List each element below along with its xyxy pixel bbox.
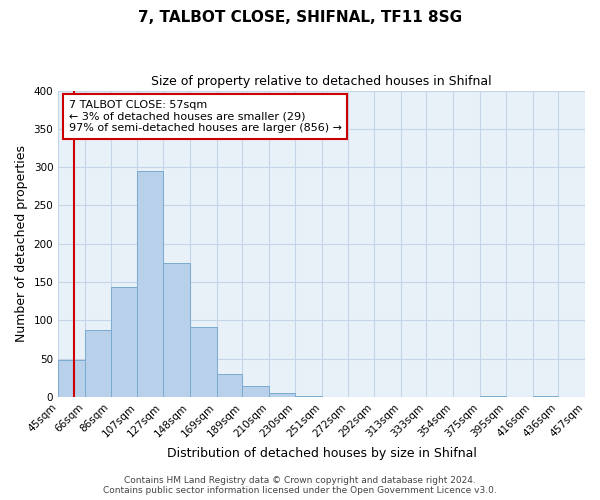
Title: Size of property relative to detached houses in Shifnal: Size of property relative to detached ho… — [151, 75, 492, 88]
Bar — [190, 327, 217, 397]
X-axis label: Distribution of detached houses by size in Shifnal: Distribution of detached houses by size … — [167, 447, 476, 460]
Bar — [480, 396, 506, 397]
Bar — [217, 374, 242, 397]
Text: Contains HM Land Registry data © Crown copyright and database right 2024.
Contai: Contains HM Land Registry data © Crown c… — [103, 476, 497, 495]
Y-axis label: Number of detached properties: Number of detached properties — [15, 146, 28, 342]
Bar — [269, 393, 295, 397]
Bar — [242, 386, 269, 397]
Bar — [58, 360, 85, 397]
Bar — [137, 171, 163, 397]
Text: 7, TALBOT CLOSE, SHIFNAL, TF11 8SG: 7, TALBOT CLOSE, SHIFNAL, TF11 8SG — [138, 10, 462, 25]
Bar — [295, 396, 322, 397]
Bar — [163, 263, 190, 397]
Bar — [533, 396, 558, 397]
Bar — [110, 286, 137, 397]
Bar — [85, 330, 110, 397]
Text: 7 TALBOT CLOSE: 57sqm
← 3% of detached houses are smaller (29)
97% of semi-detac: 7 TALBOT CLOSE: 57sqm ← 3% of detached h… — [69, 100, 342, 133]
